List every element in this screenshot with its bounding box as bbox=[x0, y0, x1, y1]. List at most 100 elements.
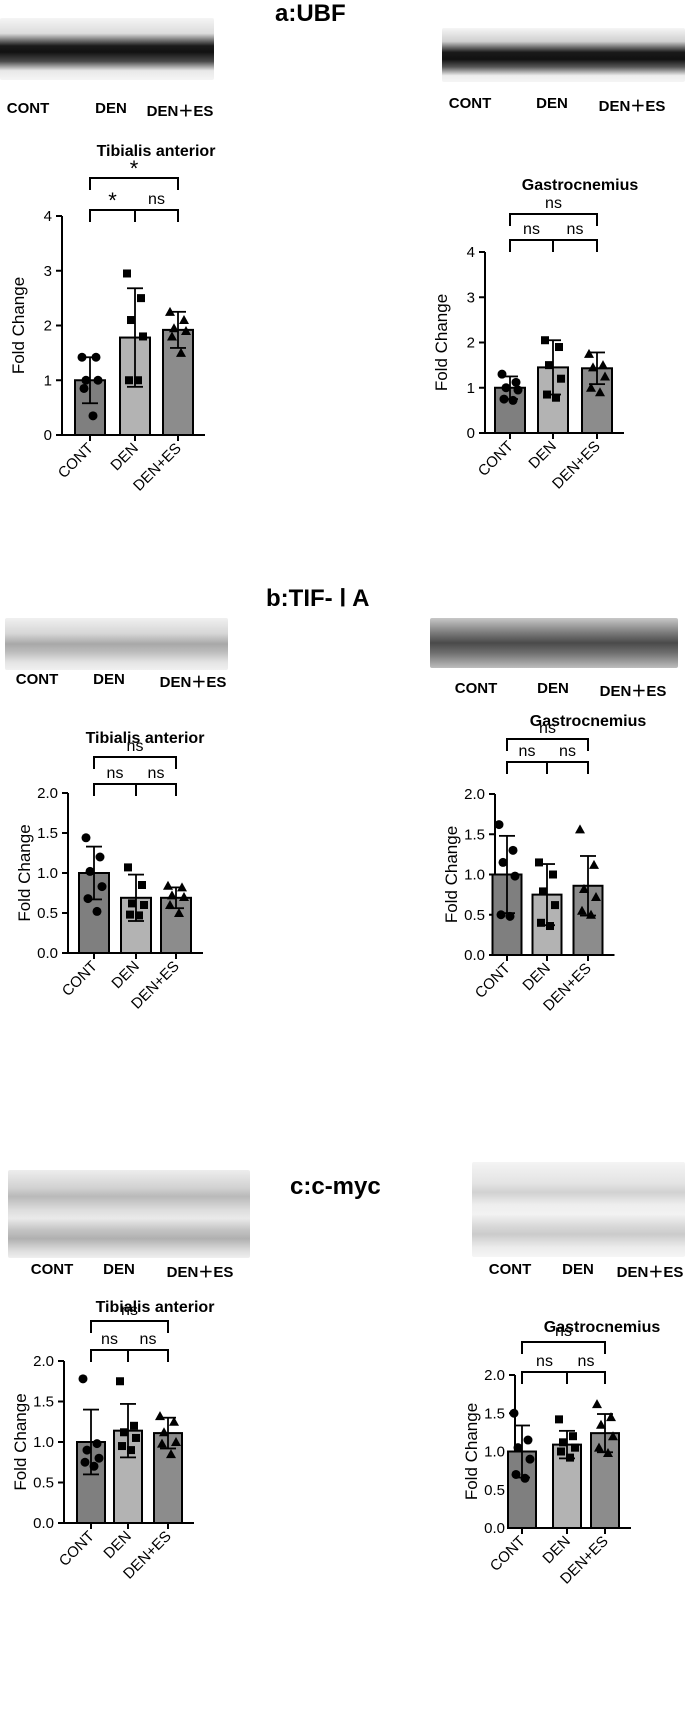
data-point bbox=[155, 1411, 165, 1421]
blot-image-b-left bbox=[5, 618, 228, 670]
data-point bbox=[586, 382, 596, 392]
data-point bbox=[132, 1433, 140, 1442]
significance-label: ns bbox=[127, 738, 144, 755]
significance-bracket bbox=[506, 761, 548, 774]
data-point bbox=[91, 352, 101, 362]
data-point bbox=[494, 820, 504, 830]
data-point bbox=[85, 866, 95, 876]
x-tick-label: CONT bbox=[475, 438, 517, 480]
data-point bbox=[603, 1448, 613, 1458]
significance-label: * bbox=[108, 188, 117, 213]
data-point bbox=[505, 911, 515, 921]
x-tick-label: DEN bbox=[539, 1533, 573, 1567]
data-point bbox=[498, 857, 508, 867]
panel-title-b-left: Tibialis anterior bbox=[85, 730, 205, 747]
x-tick-label: DEN bbox=[519, 960, 553, 994]
significance-bracket bbox=[127, 1349, 169, 1362]
y-tick-label: 2.0 bbox=[33, 1353, 54, 1370]
data-point bbox=[134, 376, 142, 385]
data-point bbox=[559, 1438, 567, 1447]
panel-title-a-right: Gastrocnemius bbox=[521, 177, 639, 194]
data-point bbox=[589, 859, 599, 869]
data-point bbox=[508, 395, 518, 405]
data-point bbox=[169, 1416, 179, 1426]
blot-label-den-es: DEN＋ES bbox=[598, 98, 666, 115]
y-tick-label: 1 bbox=[44, 372, 52, 389]
y-axis-label: Fold Change bbox=[462, 1403, 481, 1500]
blot-label-cont: CONT bbox=[488, 1261, 532, 1278]
blot-label-den-es: DEN＋ES bbox=[146, 103, 214, 120]
significance-label: ns bbox=[101, 1331, 118, 1348]
y-axis-label: Fold Change bbox=[9, 277, 28, 374]
data-point bbox=[130, 1421, 138, 1430]
significance-label: ns bbox=[539, 720, 556, 737]
data-point bbox=[579, 883, 589, 893]
x-tick-label: DEN+ES bbox=[130, 440, 185, 495]
x-tick-label: CONT bbox=[56, 1528, 98, 1570]
data-point bbox=[157, 1438, 167, 1448]
section-title-c: c:c-myc bbox=[290, 1173, 381, 1200]
blot-label-den-es: DEN＋ES bbox=[159, 674, 227, 691]
significance-bracket bbox=[93, 756, 177, 769]
blot-label-cont: CONT bbox=[448, 95, 492, 112]
data-point bbox=[509, 1408, 519, 1418]
significance-label: ns bbox=[121, 1302, 138, 1319]
y-axis-label: Fold Change bbox=[442, 826, 461, 923]
data-point bbox=[588, 362, 598, 372]
y-tick-label: 2.0 bbox=[464, 786, 485, 803]
significance-bracket bbox=[90, 1349, 129, 1362]
data-point bbox=[80, 1457, 90, 1467]
data-point bbox=[166, 1449, 176, 1459]
y-tick-label: 0.5 bbox=[37, 905, 58, 922]
significance-bracket bbox=[552, 239, 598, 252]
data-point bbox=[595, 387, 605, 397]
blot-label-den: DEN bbox=[536, 95, 568, 112]
x-tick-label: DEN bbox=[525, 438, 559, 472]
y-axis-label: Fold Change bbox=[11, 1393, 30, 1490]
data-point bbox=[92, 1439, 102, 1449]
data-point bbox=[94, 1453, 104, 1463]
data-point bbox=[545, 361, 553, 370]
data-point bbox=[177, 882, 187, 892]
data-point bbox=[606, 1412, 616, 1422]
blot-image-a-left bbox=[0, 18, 214, 80]
data-point bbox=[140, 901, 148, 909]
data-point bbox=[571, 1443, 579, 1452]
significance-bracket bbox=[509, 239, 554, 252]
y-tick-label: 0.0 bbox=[464, 947, 485, 964]
data-point bbox=[552, 393, 560, 402]
data-point bbox=[549, 870, 557, 879]
y-tick-label: 1.5 bbox=[484, 1405, 505, 1422]
y-tick-label: 2 bbox=[467, 335, 475, 352]
data-point bbox=[179, 892, 189, 901]
significance-label: ns bbox=[545, 195, 562, 212]
significance-label: ns bbox=[107, 765, 124, 782]
x-tick-label: DEN bbox=[107, 440, 141, 474]
data-point bbox=[598, 360, 608, 370]
data-point bbox=[537, 918, 545, 927]
data-point bbox=[513, 1443, 523, 1453]
y-tick-label: 0.0 bbox=[37, 945, 58, 962]
blot-image-c-left bbox=[8, 1170, 250, 1258]
data-point bbox=[127, 316, 135, 325]
y-tick-label: 1.0 bbox=[37, 865, 58, 882]
data-point bbox=[123, 269, 131, 278]
data-point bbox=[89, 1461, 99, 1471]
data-point bbox=[78, 1374, 88, 1384]
y-tick-label: 2.0 bbox=[484, 1367, 505, 1384]
blot-label-cont: CONT bbox=[30, 1261, 74, 1278]
data-point bbox=[118, 1442, 126, 1451]
data-point bbox=[557, 374, 565, 383]
y-axis-label: Fold Change bbox=[432, 294, 451, 391]
panel-title-c-left: Tibialis anterior bbox=[95, 1299, 215, 1316]
significance-label: * bbox=[130, 156, 139, 181]
data-point bbox=[176, 347, 186, 357]
data-point bbox=[584, 348, 594, 358]
significance-bracket bbox=[93, 783, 137, 796]
y-tick-label: 2 bbox=[44, 318, 52, 335]
data-point bbox=[546, 922, 554, 931]
data-point bbox=[566, 1453, 574, 1462]
data-point bbox=[513, 385, 523, 395]
x-tick-label: CONT bbox=[487, 1533, 529, 1575]
